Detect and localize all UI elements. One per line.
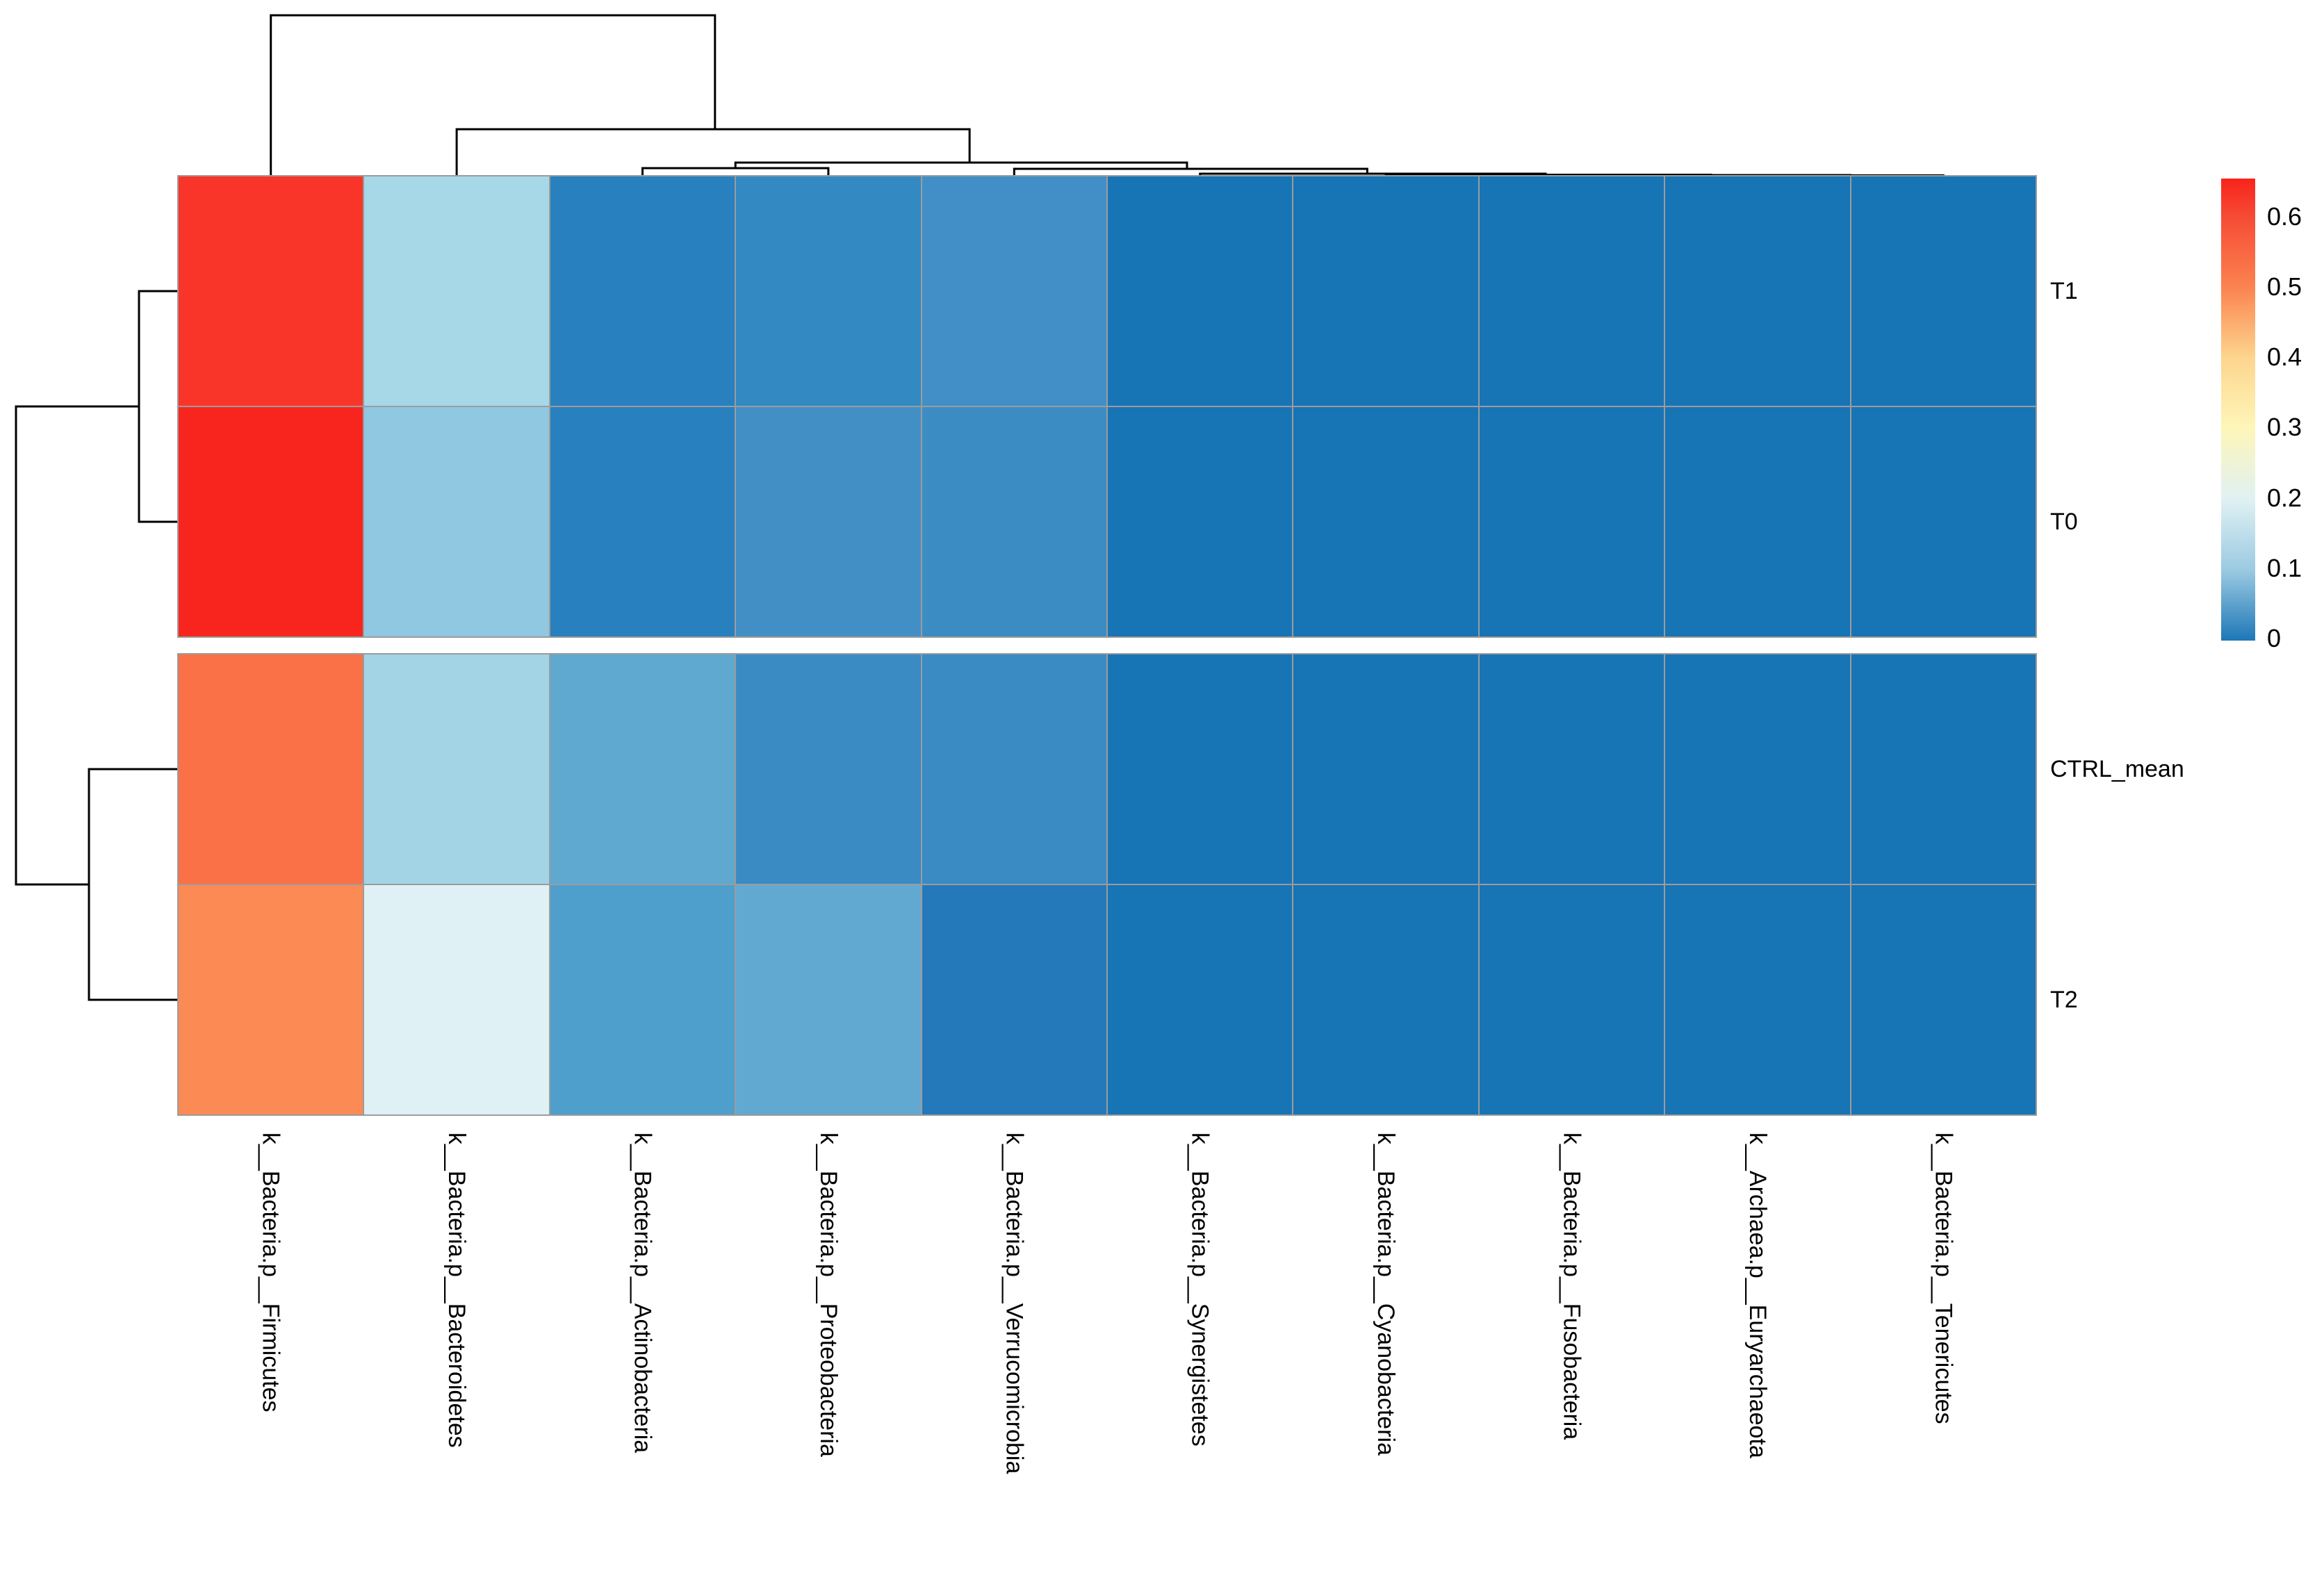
row-label: T1 [2050, 278, 2078, 304]
dendrogram-branch [138, 290, 178, 523]
heatmap-cell [363, 884, 550, 1116]
heatmap-cell [1292, 406, 1480, 638]
heatmap-cell [1292, 175, 1480, 407]
heatmap-cell [1849, 175, 2037, 407]
legend-tick-label: 0.5 [2267, 272, 2302, 301]
heatmap-cell [1478, 406, 1666, 638]
legend-gradient-bar [2221, 179, 2255, 641]
legend-tick-label: 0.4 [2267, 343, 2302, 372]
row-label: T2 [2050, 987, 2078, 1013]
legend-tick-label: 0.3 [2267, 413, 2302, 442]
column-label: k__Bacteria.p__Bacteroidetes [443, 1133, 470, 1448]
column-dendrogram [270, 14, 1945, 176]
heatmap-cell [548, 884, 737, 1116]
heatmap-cell [177, 175, 365, 407]
column-label: k__Bacteria.p__Verrucomicrobia [1001, 1133, 1028, 1474]
heatmap-cell [1292, 884, 1480, 1116]
heatmap-cell [1664, 884, 1851, 1116]
heatmap-cell [735, 884, 922, 1116]
heatmap-cell [1106, 653, 1294, 885]
heatmap-cell [1849, 884, 2037, 1116]
column-label: k__Archaea.p__Euryarchaeota [1744, 1133, 1771, 1458]
heatmap-cell [735, 406, 922, 638]
heatmap-cell [1664, 406, 1851, 638]
dendrogram-branch [88, 768, 178, 1001]
heatmap-cell [1478, 175, 1666, 407]
heatmap-cell [177, 653, 365, 885]
heatmap-cell [548, 175, 737, 407]
heatmap-cell [1106, 175, 1294, 407]
legend-tick-label: 0 [2267, 623, 2282, 652]
heatmap-cell [1292, 653, 1480, 885]
row-label: T0 [2050, 509, 2078, 535]
row-dendrogram [15, 290, 178, 1001]
heatmap-cell [548, 406, 737, 638]
heatmap-cell [177, 884, 365, 1116]
dendrogram-branch [270, 14, 717, 176]
heatmap-cell [1106, 884, 1294, 1116]
heatmap-cell [1478, 884, 1666, 1116]
legend-tick-label: 0.6 [2267, 201, 2302, 231]
column-label: k__Bacteria.p__Fusobacteria [1558, 1133, 1585, 1440]
dendrogram-branch [15, 405, 139, 886]
heatmap-cell [1849, 653, 2037, 885]
column-label: k__Bacteria.p__Actinobacteria [629, 1133, 656, 1453]
legend-tick-label: 0.2 [2267, 483, 2302, 512]
column-label: k__Bacteria.p__Synergistetes [1186, 1133, 1213, 1447]
heatmap-cell [1664, 653, 1851, 885]
column-label: k__Bacteria.p__Tenericutes [1930, 1133, 1957, 1424]
heatmap-cell [1478, 653, 1666, 885]
column-label: k__Bacteria.p__Cyanobacteria [1373, 1133, 1400, 1456]
dendrogram-branch [734, 161, 1188, 169]
heatmap-cell [920, 175, 1108, 407]
heatmap-cell [177, 406, 365, 638]
heatmap-cell [735, 175, 922, 407]
heatmap-cell [920, 406, 1108, 638]
heatmap-cell [735, 653, 922, 885]
heatmap-cell [548, 653, 737, 885]
row-label: CTRL_mean [2050, 756, 2184, 782]
heatmap-cell [363, 175, 550, 407]
dendrogram-branch [455, 128, 971, 176]
column-label: k__Bacteria.p__Firmicutes [257, 1133, 284, 1413]
heatmap-cell [1849, 406, 2037, 638]
legend-tick-label: 0.1 [2267, 553, 2302, 582]
heatmap-cell [363, 406, 550, 638]
heatmap-cell [363, 653, 550, 885]
heatmap-cell [1664, 175, 1851, 407]
heatmap-cell [1106, 406, 1294, 638]
heatmap-cell [920, 884, 1108, 1116]
column-label: k__Bacteria.p__Proteobacteria [815, 1133, 842, 1457]
heatmap-cell [920, 653, 1108, 885]
